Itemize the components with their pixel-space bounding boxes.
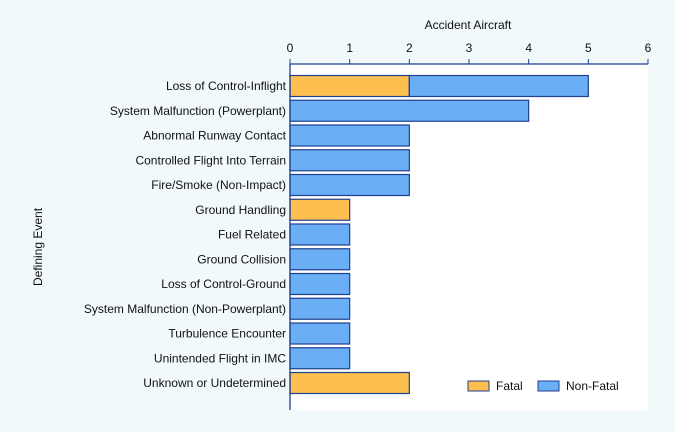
category-label: Loss of Control-Ground <box>161 277 286 291</box>
x-tick-label: 3 <box>466 41 473 55</box>
category-label: System Malfunction (Powerplant) <box>110 104 286 118</box>
bar-non-fatal-2 <box>289 124 410 147</box>
legend-label-fatal: Fatal <box>496 379 523 393</box>
legend-label-non-fatal: Non-Fatal <box>566 379 619 393</box>
x-tick-label: 0 <box>287 41 294 55</box>
bar-non-fatal-6 <box>289 223 351 246</box>
category-label: Abnormal Runway Contact <box>143 129 286 143</box>
y-axis-title: Defining Event <box>31 207 45 286</box>
category-label: Fire/Smoke (Non-Impact) <box>151 178 286 192</box>
legend: Fatal Non-Fatal <box>467 379 619 393</box>
bar-fatal-12 <box>289 371 410 395</box>
bar-non-fatal-11 <box>289 347 351 370</box>
category-label: Turbulence Encounter <box>168 327 286 341</box>
bar-non-fatal-0 <box>408 74 589 98</box>
category-label: Ground Handling <box>195 203 286 217</box>
x-tick-label: 6 <box>645 41 652 55</box>
x-tick-label: 2 <box>406 41 413 55</box>
bar-non-fatal-3 <box>289 149 410 172</box>
bar-non-fatal-7 <box>289 248 351 271</box>
bar-fatal-0 <box>289 74 410 98</box>
bar-non-fatal-1 <box>289 99 530 122</box>
legend-swatch-non-fatal <box>537 380 560 392</box>
x-axis-title: Accident Aircraft <box>425 18 512 32</box>
x-tick-label: 1 <box>346 41 353 55</box>
category-label: System Malfunction (Non-Powerplant) <box>84 302 286 316</box>
category-label: Loss of Control-Inflight <box>166 79 287 93</box>
category-label: Controlled Flight Into Terrain <box>135 153 286 167</box>
legend-swatch-fatal <box>467 380 490 392</box>
bar-fatal-5 <box>289 198 351 221</box>
bar-non-fatal-9 <box>289 297 351 320</box>
x-tick-label: 4 <box>525 41 532 55</box>
bar-non-fatal-10 <box>289 322 351 345</box>
x-tick-label: 5 <box>585 41 592 55</box>
category-label: Fuel Related <box>218 228 286 242</box>
category-label: Unintended Flight in IMC <box>154 351 286 365</box>
category-label: Unknown or Undetermined <box>143 376 286 390</box>
category-label: Ground Collision <box>197 252 286 266</box>
bar-non-fatal-8 <box>289 272 351 296</box>
bar-non-fatal-4 <box>289 173 410 197</box>
